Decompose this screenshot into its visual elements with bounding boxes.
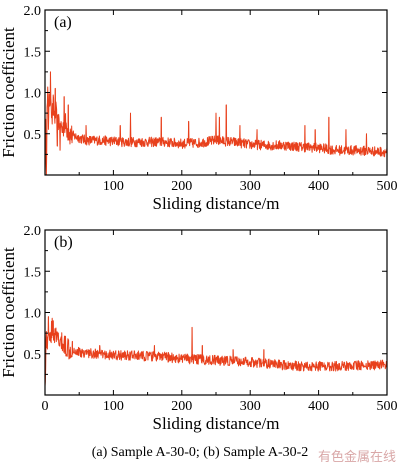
panel-a: 100 200 300 400 500 0.5 1.0 1.5 2.0 (a) Sliding di… <box>0 4 398 213</box>
panel-label: (a) <box>54 14 72 31</box>
watermark: 有色金属在线 <box>318 446 396 465</box>
y-tick-label: 2.0 <box>24 4 42 19</box>
figure-caption: (a) Sample A-30-0; (b) Sample A-30-2 <box>91 445 309 460</box>
x-tick-label: 200 <box>171 399 192 414</box>
panel-label: (b) <box>54 234 73 251</box>
x-tick-label: 300 <box>240 399 261 414</box>
y-axis-label: Friction coefficient <box>0 247 18 378</box>
y-axis-label: Friction coefficient <box>0 27 18 158</box>
x-axis-label: Sliding distance/m <box>152 414 279 433</box>
y-tick-label: 1.5 <box>24 45 42 60</box>
x-tick-label: 500 <box>377 399 398 414</box>
x-tick-label: 400 <box>308 179 329 194</box>
watermark-text: 有色金属在线 <box>317 450 396 465</box>
y-tick-label: 0.5 <box>24 128 42 143</box>
x-tick-label: 400 <box>308 399 329 414</box>
x-tick-label: 100 <box>103 399 124 414</box>
x-axis-label: Sliding distance/m <box>152 194 279 213</box>
x-tick-label: 0 <box>42 399 49 414</box>
friction-trace <box>44 316 388 387</box>
x-tick-label: 500 <box>377 179 398 194</box>
x-tick-label: 300 <box>240 179 261 194</box>
x-tick-label: 100 <box>103 179 124 194</box>
panel-b: 0 100 200 300 400 500 0.5 1.0 1.5 2.0 (b) Sliding d… <box>0 224 398 433</box>
y-tick-label: 1.0 <box>24 307 42 322</box>
y-tick-label: 1.0 <box>24 87 42 102</box>
y-tick-label: 2.0 <box>24 224 42 239</box>
y-tick-label: 0.5 <box>24 348 42 363</box>
x-tick-label: 200 <box>171 179 192 194</box>
y-tick-label: 1.5 <box>24 265 42 280</box>
